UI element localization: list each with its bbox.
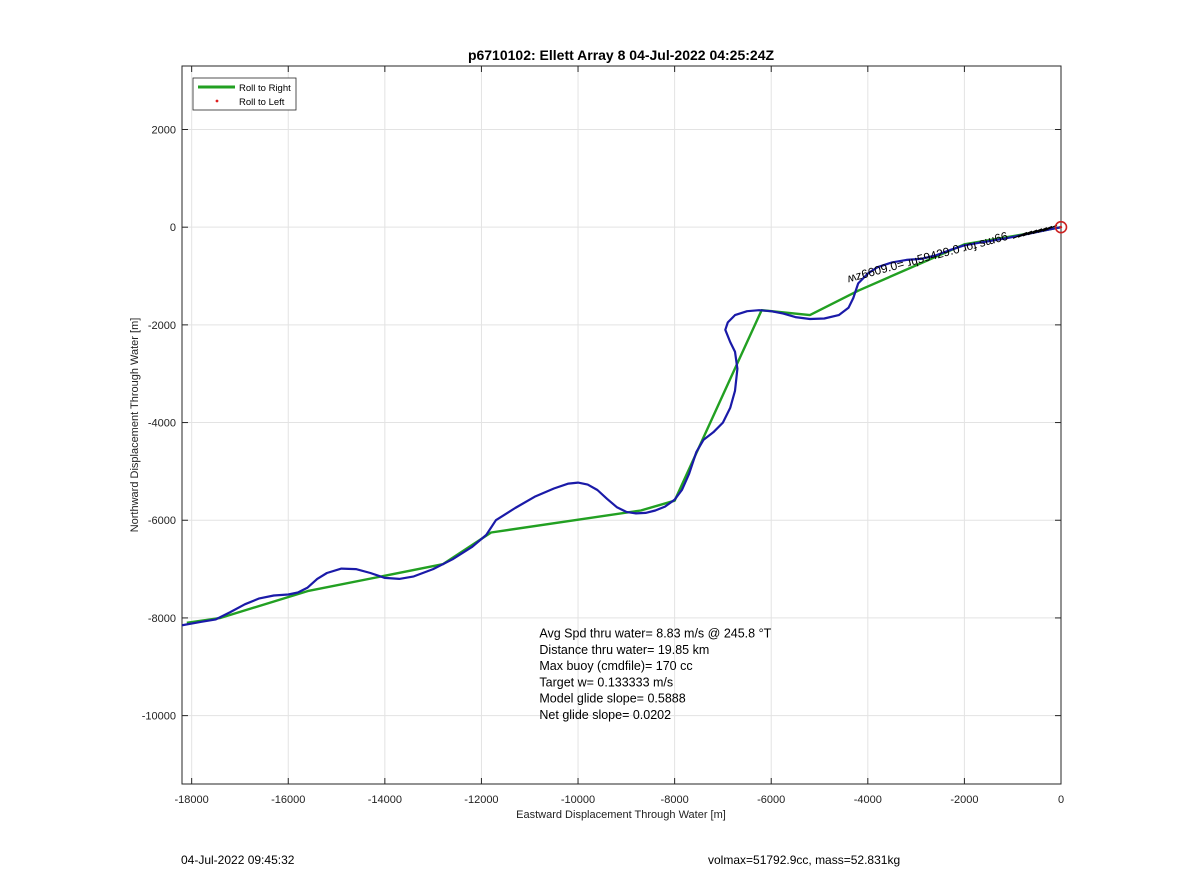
series-roll-right-line xyxy=(186,226,1061,624)
x-tick-label: -4000 xyxy=(854,794,882,806)
x-tick-label: -14000 xyxy=(368,794,402,806)
series-layer xyxy=(182,220,1068,627)
stats-line: Avg Spd thru water= 8.83 m/s @ 245.8 °T xyxy=(539,626,771,640)
x-tick-label: -6000 xyxy=(757,794,785,806)
end-marker-center xyxy=(1059,225,1063,229)
end-marker xyxy=(1054,220,1068,234)
legend-entry-roll-left: Roll to Left xyxy=(239,97,285,108)
current-arrow xyxy=(1027,228,1043,236)
legend-swatch-roll-left xyxy=(215,99,219,103)
y-axis-label: Northward Displacement Through Water [m] xyxy=(129,318,141,533)
stats-line: Target w= 0.133333 m/s xyxy=(539,675,673,689)
y-tick-label: 0 xyxy=(170,222,176,234)
x-tick-label: -18000 xyxy=(175,794,209,806)
y-tick-label: 2000 xyxy=(152,124,176,136)
track-line xyxy=(182,226,1061,627)
track-annotation: ʍᴢ6609.0= ɹɥ59429.0 ɹoɟ sɯ66 xyxy=(846,229,1010,286)
y-tick-label: -6000 xyxy=(148,515,176,527)
grid xyxy=(182,66,1062,784)
current-arrow xyxy=(1022,229,1038,237)
stats-line: Net glide slope= 0.0202 xyxy=(539,708,671,722)
y-tick-label: -10000 xyxy=(142,711,176,723)
y-tick-label: -2000 xyxy=(148,320,176,332)
legend: Roll to Right Roll to Left xyxy=(192,77,297,111)
plot-frame xyxy=(181,65,1062,785)
annotation-layer: ʍᴢ6609.0= ɹɥ59429.0 ɹoɟ sɯ66 xyxy=(846,229,1010,286)
footer-summary: volmax=51792.9cc, mass=52.831kg xyxy=(708,853,901,867)
x-axis-label: Eastward Displacement Through Water [m] xyxy=(516,809,726,821)
x-tick-label: -16000 xyxy=(271,794,305,806)
x-tick-label: -2000 xyxy=(950,794,978,806)
legend-entry-roll-right: Roll to Right xyxy=(239,83,291,94)
x-tick-label: 0 xyxy=(1058,794,1064,806)
current-arrow xyxy=(1032,227,1048,235)
stats-line: Max buoy (cmdfile)= 170 cc xyxy=(539,659,692,673)
x-tick-label: -12000 xyxy=(464,794,498,806)
stats-line: Model glide slope= 0.5888 xyxy=(539,692,685,706)
current-arrow xyxy=(1017,230,1033,238)
current-arrow xyxy=(1037,225,1053,233)
stats-line: Distance thru water= 19.85 km xyxy=(539,643,709,657)
series-clip-group xyxy=(182,224,1061,627)
footer-timestamp: 04-Jul-2022 09:45:32 xyxy=(181,853,295,867)
x-tick-label: -10000 xyxy=(561,794,595,806)
chart-title: p6710102: Ellett Array 8 04-Jul-2022 04:… xyxy=(468,47,775,63)
legend-box xyxy=(192,77,297,111)
stats-text-block: Avg Spd thru water= 8.83 m/s @ 245.8 °T D… xyxy=(539,626,771,722)
y-tick-label: -8000 xyxy=(148,613,176,625)
current-arrow xyxy=(1012,231,1028,239)
y-tick-label: -4000 xyxy=(148,418,176,430)
current-arrow xyxy=(1042,224,1058,232)
x-tick-label: -8000 xyxy=(661,794,689,806)
x-axis-ticks: -18000 -16000 -14000 -12000 -10000 -8000 -6000… xyxy=(175,66,1064,806)
y-axis-ticks: -10000 -8000 -6000 -4000 -2000 0 2000 xyxy=(142,124,1061,723)
